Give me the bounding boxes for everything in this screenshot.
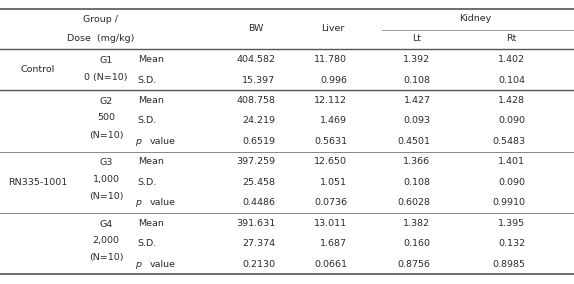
Text: 0.108: 0.108 — [404, 178, 430, 187]
Text: S.D.: S.D. — [138, 239, 157, 248]
Text: 12.112: 12.112 — [315, 96, 347, 105]
Text: 1.382: 1.382 — [404, 219, 430, 228]
Text: (N=10): (N=10) — [89, 131, 123, 140]
Text: value: value — [149, 137, 175, 146]
Text: 2,000: 2,000 — [92, 236, 120, 245]
Text: 1.428: 1.428 — [498, 96, 525, 105]
Text: 0.0736: 0.0736 — [314, 198, 347, 207]
Text: 1.469: 1.469 — [320, 116, 347, 126]
Text: 1,000: 1,000 — [92, 175, 120, 184]
Text: 11.780: 11.780 — [315, 55, 347, 64]
Text: 0.5483: 0.5483 — [492, 137, 525, 146]
Text: 24.219: 24.219 — [243, 116, 276, 126]
Text: Lt: Lt — [412, 34, 421, 43]
Text: S.D.: S.D. — [138, 116, 157, 126]
Text: 13.011: 13.011 — [314, 219, 347, 228]
Text: Mean: Mean — [138, 219, 164, 228]
Text: 404.582: 404.582 — [236, 55, 276, 64]
Text: 1.427: 1.427 — [404, 96, 430, 105]
Text: 0.9910: 0.9910 — [492, 198, 525, 207]
Text: Group /: Group / — [83, 15, 118, 24]
Text: 0.090: 0.090 — [498, 116, 525, 126]
Text: 0.5631: 0.5631 — [314, 137, 347, 146]
Text: 1.687: 1.687 — [320, 239, 347, 248]
Text: BW: BW — [248, 24, 263, 34]
Text: value: value — [149, 198, 175, 207]
Text: 0.8985: 0.8985 — [492, 260, 525, 269]
Text: 1.366: 1.366 — [404, 157, 430, 166]
Text: 1.395: 1.395 — [498, 219, 525, 228]
Text: 15.397: 15.397 — [242, 76, 276, 85]
Text: p: p — [135, 198, 141, 207]
Text: 1.401: 1.401 — [498, 157, 525, 166]
Text: 0.2130: 0.2130 — [242, 260, 276, 269]
Text: G4: G4 — [99, 220, 113, 229]
Text: 408.758: 408.758 — [236, 96, 276, 105]
Text: Control: Control — [20, 65, 55, 74]
Text: RN335-1001: RN335-1001 — [7, 178, 67, 187]
Text: 1.402: 1.402 — [498, 55, 525, 64]
Text: p: p — [135, 137, 141, 146]
Text: S.D.: S.D. — [138, 178, 157, 187]
Text: 12.650: 12.650 — [315, 157, 347, 166]
Text: 0.6028: 0.6028 — [398, 198, 430, 207]
Text: value: value — [149, 260, 175, 269]
Text: 397.259: 397.259 — [236, 157, 276, 166]
Text: G1: G1 — [99, 56, 113, 65]
Text: Kidney: Kidney — [459, 14, 491, 23]
Text: 0.104: 0.104 — [498, 76, 525, 85]
Text: 1.392: 1.392 — [404, 55, 430, 64]
Text: G3: G3 — [99, 158, 113, 167]
Text: 500: 500 — [97, 113, 115, 122]
Text: 0.108: 0.108 — [404, 76, 430, 85]
Text: Dose  (mg/kg): Dose (mg/kg) — [67, 34, 134, 43]
Text: Mean: Mean — [138, 96, 164, 105]
Text: 25.458: 25.458 — [243, 178, 276, 187]
Text: 0.160: 0.160 — [404, 239, 430, 248]
Text: 27.374: 27.374 — [242, 239, 276, 248]
Text: (N=10): (N=10) — [89, 192, 123, 201]
Text: 0.996: 0.996 — [320, 76, 347, 85]
Text: S.D.: S.D. — [138, 76, 157, 85]
Text: 0.4486: 0.4486 — [243, 198, 276, 207]
Text: Mean: Mean — [138, 55, 164, 64]
Text: 0.0661: 0.0661 — [315, 260, 347, 269]
Text: 0.4501: 0.4501 — [398, 137, 430, 146]
Text: 0.6519: 0.6519 — [243, 137, 276, 146]
Text: Rt: Rt — [506, 34, 516, 43]
Text: 0.093: 0.093 — [404, 116, 430, 126]
Text: 391.631: 391.631 — [236, 219, 276, 228]
Text: G2: G2 — [99, 97, 113, 106]
Text: 1.051: 1.051 — [320, 178, 347, 187]
Text: (N=10): (N=10) — [89, 254, 123, 262]
Text: Liver: Liver — [321, 24, 344, 34]
Text: 0.8756: 0.8756 — [398, 260, 430, 269]
Text: Mean: Mean — [138, 157, 164, 166]
Text: p: p — [135, 260, 141, 269]
Text: 0 (N=10): 0 (N=10) — [84, 72, 128, 82]
Text: 0.090: 0.090 — [498, 178, 525, 187]
Text: 0.132: 0.132 — [498, 239, 525, 248]
